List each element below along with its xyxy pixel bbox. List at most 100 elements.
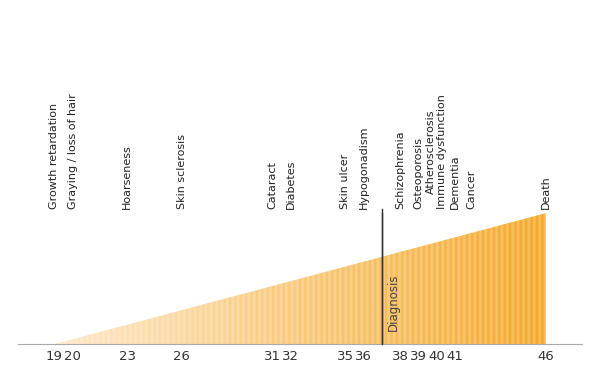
Polygon shape (392, 254, 394, 344)
Text: Hypogonadism: Hypogonadism (359, 126, 368, 209)
Polygon shape (352, 264, 353, 344)
Polygon shape (385, 256, 386, 344)
Polygon shape (386, 255, 387, 344)
Polygon shape (132, 323, 133, 344)
Polygon shape (452, 238, 454, 344)
Polygon shape (368, 260, 369, 344)
Polygon shape (458, 236, 460, 344)
Polygon shape (538, 215, 539, 344)
Polygon shape (257, 290, 258, 344)
Polygon shape (520, 220, 521, 344)
Polygon shape (62, 342, 63, 344)
Polygon shape (139, 321, 140, 344)
Polygon shape (394, 254, 395, 344)
Polygon shape (94, 333, 95, 344)
Polygon shape (224, 298, 225, 344)
Polygon shape (354, 264, 355, 344)
Polygon shape (537, 215, 538, 344)
Polygon shape (294, 280, 295, 344)
Polygon shape (425, 245, 427, 344)
Polygon shape (304, 278, 305, 344)
Polygon shape (68, 340, 69, 344)
Text: Cataract: Cataract (268, 162, 278, 209)
Polygon shape (443, 240, 445, 344)
Polygon shape (92, 334, 94, 344)
Polygon shape (129, 324, 131, 344)
Polygon shape (446, 239, 448, 344)
Polygon shape (160, 316, 161, 344)
Polygon shape (256, 290, 257, 344)
Polygon shape (146, 319, 148, 344)
Polygon shape (403, 251, 404, 344)
Polygon shape (433, 243, 434, 344)
Polygon shape (375, 258, 376, 344)
Text: Osteoporosis: Osteoporosis (413, 137, 423, 209)
Polygon shape (154, 317, 155, 344)
Polygon shape (295, 280, 296, 344)
Polygon shape (449, 239, 450, 344)
Text: Dementia: Dementia (449, 155, 460, 209)
Polygon shape (166, 314, 167, 344)
Polygon shape (223, 299, 224, 344)
Polygon shape (461, 236, 462, 344)
Polygon shape (493, 227, 494, 344)
Polygon shape (192, 307, 193, 344)
Polygon shape (75, 338, 76, 344)
Polygon shape (171, 313, 172, 344)
Polygon shape (281, 283, 283, 344)
Polygon shape (347, 266, 348, 344)
Polygon shape (308, 276, 310, 344)
Polygon shape (215, 301, 217, 344)
Polygon shape (483, 230, 484, 344)
Polygon shape (401, 251, 402, 344)
Polygon shape (167, 314, 169, 344)
Polygon shape (396, 253, 397, 344)
Polygon shape (320, 273, 321, 344)
Polygon shape (422, 246, 423, 344)
Polygon shape (250, 292, 251, 344)
Polygon shape (293, 280, 294, 344)
Polygon shape (436, 242, 437, 344)
Polygon shape (376, 258, 377, 344)
Polygon shape (262, 288, 263, 344)
Polygon shape (311, 275, 312, 344)
Polygon shape (251, 291, 252, 344)
Polygon shape (165, 314, 166, 344)
Polygon shape (353, 264, 354, 344)
Polygon shape (498, 226, 499, 344)
Polygon shape (529, 217, 530, 344)
Polygon shape (427, 245, 428, 344)
Polygon shape (241, 294, 242, 344)
Polygon shape (389, 254, 391, 344)
Polygon shape (374, 259, 375, 344)
Polygon shape (358, 263, 359, 344)
Polygon shape (111, 329, 112, 344)
Polygon shape (229, 297, 230, 344)
Polygon shape (342, 267, 343, 344)
Polygon shape (88, 335, 89, 344)
Polygon shape (110, 329, 111, 344)
Polygon shape (127, 325, 128, 344)
Polygon shape (159, 316, 160, 344)
Polygon shape (274, 285, 275, 344)
Text: Skin sclerosis: Skin sclerosis (177, 134, 187, 209)
Polygon shape (412, 249, 413, 344)
Polygon shape (220, 300, 221, 344)
Polygon shape (312, 275, 314, 344)
Polygon shape (212, 302, 213, 344)
Polygon shape (235, 295, 236, 344)
Polygon shape (89, 335, 90, 344)
Polygon shape (253, 291, 254, 344)
Polygon shape (247, 292, 248, 344)
Polygon shape (78, 337, 79, 344)
Polygon shape (144, 320, 145, 344)
Polygon shape (204, 304, 205, 344)
Polygon shape (337, 269, 338, 344)
Polygon shape (542, 214, 543, 344)
Polygon shape (482, 230, 483, 344)
Polygon shape (442, 240, 443, 344)
Polygon shape (272, 286, 273, 344)
Polygon shape (544, 213, 545, 344)
Polygon shape (182, 310, 184, 344)
Polygon shape (307, 276, 308, 344)
